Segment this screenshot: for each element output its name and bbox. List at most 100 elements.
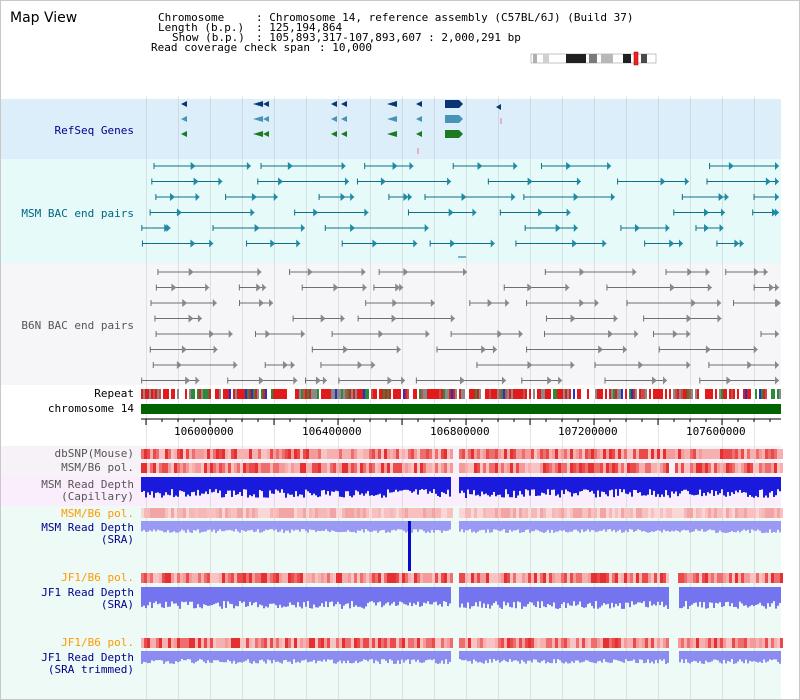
read-depth-bar: [477, 477, 479, 495]
polymorphism-cell: [216, 638, 219, 648]
polymorphism-cell: [480, 508, 483, 518]
track-label-msm-depth-capillary[interactable]: MSM Read Depth: [41, 478, 134, 491]
polymorphism-cell: [306, 449, 309, 459]
read-depth-bar: [345, 651, 347, 664]
track-label-jf1-b6-pol-2[interactable]: JF1/B6 pol.: [61, 636, 134, 649]
bac-end-arrow: [610, 193, 615, 201]
read-depth-bar: [153, 477, 155, 498]
track-label-msm-bac-end-pairs[interactable]: MSM BAC end pairs: [21, 207, 134, 220]
polymorphism-cell: [669, 508, 672, 518]
read-depth-bar: [353, 521, 355, 532]
read-depth-bar: [371, 651, 373, 660]
read-depth-bar: [387, 521, 389, 532]
repeat-segment: [225, 389, 227, 399]
read-depth-bar: [347, 477, 349, 492]
read-depth-bar: [297, 587, 299, 603]
polymorphism-cell: [714, 463, 717, 473]
read-depth-bar: [603, 587, 605, 604]
bac-end-arrow: [634, 330, 639, 338]
read-depth-bar: [619, 521, 621, 530]
polymorphism-cell: [399, 638, 402, 648]
read-depth-bar: [459, 651, 461, 660]
read-depth-bar: [349, 587, 351, 609]
polymorphism-cell: [549, 573, 552, 583]
repeat-segment: [217, 389, 219, 399]
repeat-segment: [313, 389, 315, 399]
polymorphism-cell: [186, 638, 189, 648]
read-depth-bar: [697, 477, 699, 495]
read-depth-bar: [267, 587, 269, 608]
read-depth-bar: [499, 477, 501, 495]
read-depth-bar: [309, 477, 311, 493]
read-depth-bar: [345, 521, 347, 532]
bac-end-arrow: [775, 162, 779, 170]
read-depth-bar: [293, 587, 295, 605]
read-depth-bar: [613, 477, 615, 498]
polymorphism-cell: [423, 463, 426, 473]
polymorphism-cell: [564, 638, 567, 648]
repeat-segment: [683, 389, 685, 399]
read-depth-bar: [691, 521, 693, 532]
ideogram-position-marker[interactable]: [633, 51, 639, 66]
repeat-segment: [143, 389, 145, 399]
track-label-refseq-genes[interactable]: RefSeq Genes: [54, 124, 134, 137]
refseq-track-bg: [1, 99, 781, 159]
read-depth-bar: [745, 521, 747, 531]
polymorphism-cell: [627, 638, 630, 648]
read-depth-bar: [465, 521, 467, 531]
read-depth-bar: [425, 651, 427, 661]
track-label-chromosome[interactable]: chromosome 14: [47, 402, 134, 415]
polymorphism-cell: [771, 573, 774, 583]
read-depth-bar: [481, 651, 483, 663]
polymorphism-cell: [183, 638, 186, 648]
read-depth-bar: [431, 587, 433, 605]
polymorphism-cell: [159, 449, 162, 459]
repeat-segment: [273, 389, 275, 399]
polymorphism-cell: [606, 573, 609, 583]
read-depth-bar: [247, 651, 249, 660]
track-label-jf1-depth-trimmed[interactable]: JF1 Read Depth: [41, 651, 134, 664]
polymorphism-cell: [282, 573, 285, 583]
read-depth-bar: [373, 651, 375, 664]
read-depth-bar: [509, 651, 511, 660]
track-label-dbsnp[interactable]: dbSNP(Mouse): [54, 447, 134, 460]
polymorphism-cell: [282, 463, 285, 473]
read-depth-bar: [655, 651, 657, 661]
read-depth-bar: [649, 521, 651, 533]
track-label-b6n-bac-end-pairs[interactable]: B6N BAC end pairs: [21, 319, 134, 332]
read-depth-bar: [261, 477, 263, 492]
read-depth-bar: [223, 587, 225, 602]
read-depth-bar: [257, 521, 259, 530]
polymorphism-cell: [738, 449, 741, 459]
polymorphism-cell: [270, 508, 273, 518]
read-depth-bar: [587, 521, 589, 530]
read-depth-bar: [317, 587, 319, 608]
repeat-segment: [645, 389, 647, 399]
read-depth-bar: [327, 521, 329, 532]
track-label-msm-depth-sra[interactable]: MSM Read Depth: [41, 521, 134, 534]
repeat-segment: [247, 389, 249, 399]
track-label-msm-b6-pol-2[interactable]: MSM/B6 pol.: [61, 507, 134, 520]
read-depth-bar: [749, 521, 751, 533]
track-label-repeat[interactable]: Repeat: [94, 387, 134, 400]
read-depth-bar: [167, 521, 169, 531]
read-depth-bar: [189, 651, 191, 660]
polymorphism-cell: [627, 573, 630, 583]
track-label-jf1-b6-pol-1[interactable]: JF1/B6 pol.: [61, 571, 134, 584]
read-depth-bar: [323, 651, 325, 660]
read-depth-bar: [699, 521, 701, 532]
read-depth-bar: [663, 521, 665, 530]
track-label-msm-b6-pol-1[interactable]: MSM/B6 pol.: [61, 461, 134, 474]
repeat-segment: [401, 389, 403, 399]
read-depth-bar: [301, 477, 303, 495]
read-depth-bar: [329, 477, 331, 496]
read-depth-bar: [417, 587, 419, 602]
track-label-jf1-depth-sra[interactable]: JF1 Read Depth: [41, 586, 134, 599]
read-depth-bar: [733, 587, 735, 607]
polymorphism-cell: [636, 573, 639, 583]
polymorphism-cell: [309, 463, 312, 473]
bac-end-arrow: [364, 208, 369, 217]
polymorphism-cell: [735, 638, 738, 648]
